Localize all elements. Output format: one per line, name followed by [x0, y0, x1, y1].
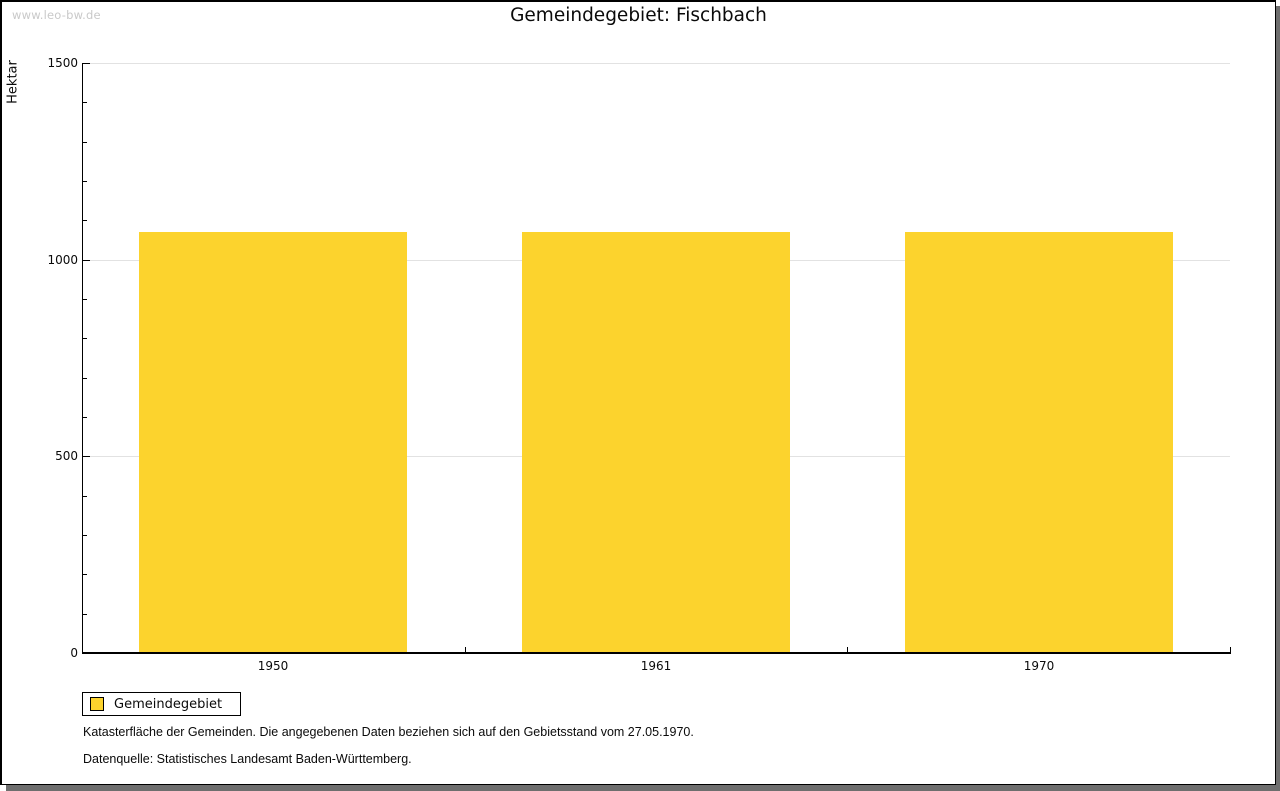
y-tick-label-0: 0 [70, 646, 78, 660]
x-tick-label-1961: 1961 [640, 659, 672, 673]
legend-label: Gemeindegebiet [114, 696, 223, 712]
x-axis-line [82, 652, 1231, 654]
footnote-line-2: Datenquelle: Statistisches Landesamt Bad… [83, 752, 412, 766]
y-major-tick-1500 [82, 63, 90, 64]
x-boundary-tick-2 [847, 647, 848, 652]
y-minor-tick-800 [82, 338, 87, 339]
legend: Gemeindegebiet [82, 692, 242, 716]
watermark: www.leo-bw.de [12, 8, 101, 22]
y-tick-label-500: 500 [55, 449, 78, 463]
y-minor-tick-1100 [82, 220, 87, 221]
y-minor-tick-700 [82, 378, 87, 379]
legend-swatch-gemeindegebiet [90, 697, 104, 711]
y-minor-tick-400 [82, 496, 87, 497]
y-minor-tick-1400 [82, 102, 87, 103]
bar-1970 [905, 232, 1173, 652]
x-boundary-tick-1 [465, 647, 466, 652]
frame-shadow-right [1276, 6, 1280, 791]
frame-shadow-bottom [6, 785, 1280, 791]
y-minor-tick-1200 [82, 181, 87, 182]
x-tick-label-1950: 1950 [257, 659, 289, 673]
y-minor-tick-200 [82, 574, 87, 575]
gridline-1500 [83, 63, 1230, 64]
y-minor-tick-1300 [82, 142, 87, 143]
y-tick-label-1000: 1000 [47, 253, 78, 267]
y-minor-tick-600 [82, 417, 87, 418]
y-major-tick-1000 [82, 260, 90, 261]
y-minor-tick-100 [82, 614, 87, 615]
x-tick-label-1970: 1970 [1023, 659, 1055, 673]
chart-title: Gemeindegebiet: Fischbach [510, 5, 767, 26]
footnote-line-1: Katasterfläche der Gemeinden. Die angege… [83, 725, 694, 739]
y-tick-label-1500: 1500 [47, 56, 78, 70]
y-axis-line [82, 63, 83, 653]
y-major-tick-500 [82, 456, 90, 457]
bar-1961 [522, 232, 790, 652]
x-boundary-tick-3 [1230, 647, 1231, 652]
y-minor-tick-300 [82, 535, 87, 536]
y-minor-tick-900 [82, 299, 87, 300]
bar-1950 [139, 232, 407, 652]
